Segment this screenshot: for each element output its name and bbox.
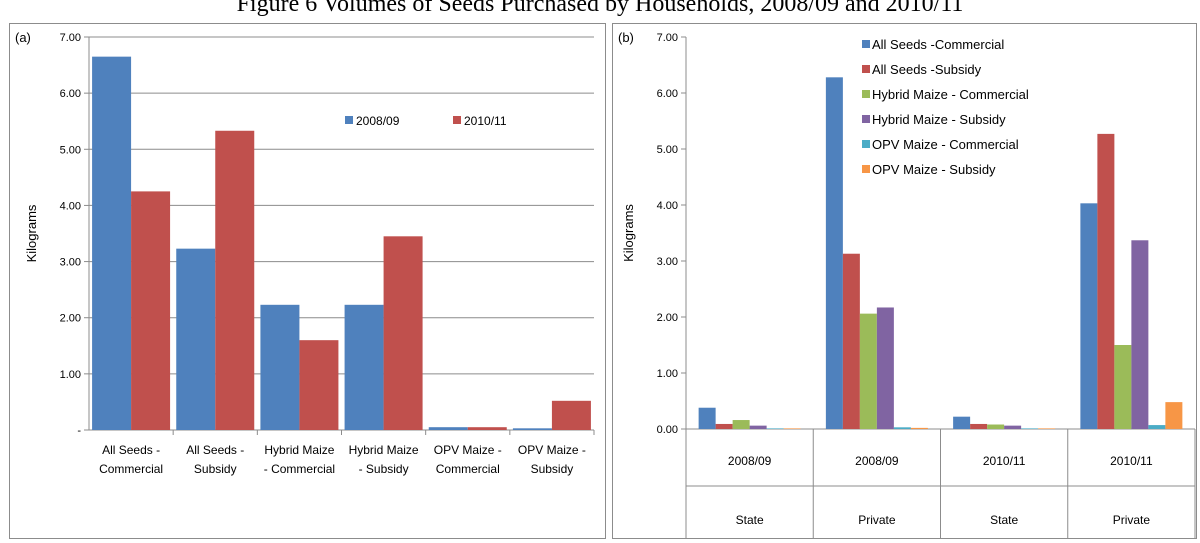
bar-series-6	[910, 427, 928, 429]
panel-label-a: (a)	[15, 30, 31, 45]
x-tick-label: Hybrid Maize	[264, 443, 334, 457]
y-tick-label: 0.00	[657, 424, 678, 436]
legend-swatch	[453, 116, 461, 124]
legend-label: Hybrid Maize - Subsidy	[872, 112, 1006, 127]
bar-series-1	[698, 407, 716, 429]
legend-swatch	[862, 90, 870, 98]
legend-label: All Seeds -Commercial	[872, 37, 1004, 52]
bar-series-5	[1148, 425, 1166, 429]
x-tick-label: 2008/09	[728, 454, 772, 468]
y-tick-label: 3.00	[60, 257, 81, 269]
bar-series-1	[825, 77, 843, 429]
bar-series-3	[732, 420, 750, 429]
bar-2008-09	[92, 56, 132, 431]
x-tick-label: All Seeds -	[186, 443, 244, 457]
x-group-label: Private	[1113, 513, 1151, 527]
bar-series-3	[859, 313, 877, 429]
bar-series-4	[1004, 425, 1022, 429]
y-tick-label: 7.00	[657, 32, 678, 44]
y-tick-label: 7.00	[60, 32, 81, 44]
y-tick-label: 2.00	[60, 313, 81, 325]
bar-series-2	[1097, 133, 1115, 429]
y-axis-label: Kilograms	[24, 204, 39, 262]
bar-series-3	[1114, 345, 1132, 429]
bar-series-4	[749, 425, 767, 429]
bar-2010-11	[467, 427, 507, 430]
x-tick-label: 2010/11	[1110, 454, 1153, 468]
bar-series-1	[1080, 203, 1098, 429]
chart-panel-a: (a) - 1.00 2.00 3.00 4.00 5.00 6.00 7.00 Kilogram…	[9, 23, 606, 539]
chart-b-svg: (b) 0.00 1.00 2.00 3.00 4.00 5.00 6.00 7.00 Kilog…	[618, 30, 1196, 538]
legend-swatch	[862, 140, 870, 148]
bar-series-2	[715, 423, 733, 429]
bar-series-6	[783, 428, 801, 429]
x-group-label: Private	[858, 513, 896, 527]
x-tick-label: Commercial	[99, 462, 163, 476]
x-group-label: State	[990, 513, 1018, 527]
bar-series-1	[953, 416, 971, 429]
y-tick-label: -	[77, 425, 81, 437]
chart-panel-b: (b) 0.00 1.00 2.00 3.00 4.00 5.00 6.00 7.00 Kilog…	[612, 23, 1197, 539]
bar-series-3	[987, 424, 1005, 429]
panel-label-b: (b)	[618, 30, 634, 45]
legend-label: Hybrid Maize - Commercial	[872, 87, 1029, 102]
y-tick-label: 5.00	[60, 144, 81, 156]
bar-2008-09	[428, 427, 468, 430]
bar-series-2	[842, 253, 860, 429]
y-tick-label: 6.00	[60, 88, 81, 100]
bar-2008-09	[344, 304, 384, 430]
bar-series-4	[1131, 240, 1149, 429]
y-tick-label: 5.00	[657, 144, 678, 156]
legend-label: 2010/11	[464, 114, 507, 128]
y-tick-label: 3.00	[657, 256, 678, 268]
x-tick-label: OPV Maize -	[518, 443, 586, 457]
y-tick-label: 6.00	[657, 88, 678, 100]
x-tick-label: All Seeds -	[102, 443, 160, 457]
bar-2010-11	[551, 400, 591, 430]
x-tick-label: 2008/09	[855, 454, 899, 468]
y-tick-label: 2.00	[657, 312, 678, 324]
bar-2010-11	[299, 340, 339, 430]
legend-swatch	[862, 40, 870, 48]
bar-series-5	[766, 428, 784, 429]
legend-swatch	[862, 65, 870, 73]
bar-series-5	[893, 427, 911, 429]
chart-a-svg: (a) - 1.00 2.00 3.00 4.00 5.00 6.00 7.00 Kilogram…	[15, 30, 595, 476]
bar-2010-11	[131, 191, 171, 430]
legend-label: All Seeds -Subsidy	[872, 62, 982, 77]
bar-series-6	[1038, 428, 1056, 429]
legend-label: 2008/09	[356, 114, 400, 128]
figure-title: Figure 6 Volumes of Seeds Purchased by H…	[236, 0, 964, 17]
bar-2010-11	[383, 236, 423, 430]
y-tick-label: 1.00	[657, 368, 678, 380]
bar-series-5	[1021, 428, 1039, 429]
bar-2008-09	[512, 428, 552, 430]
bar-2008-09	[176, 248, 216, 430]
x-tick-label: Commercial	[436, 462, 500, 476]
x-tick-label: 2010/11	[983, 454, 1026, 468]
y-tick-label: 4.00	[60, 200, 81, 212]
legend-label: OPV Maize - Commercial	[872, 137, 1019, 152]
x-tick-label: Subsidy	[194, 462, 237, 476]
legend-label: OPV Maize - Subsidy	[872, 162, 996, 177]
bar-series-4	[876, 307, 894, 429]
bar-2010-11	[215, 130, 255, 430]
bar-series-6	[1165, 402, 1183, 429]
y-tick-label: 1.00	[60, 369, 81, 381]
x-group-label: State	[736, 513, 764, 527]
legend-swatch	[862, 165, 870, 173]
x-tick-label: Hybrid Maize	[349, 443, 419, 457]
bar-2008-09	[260, 304, 300, 430]
legend-swatch	[862, 115, 870, 123]
x-tick-label: - Subsidy	[359, 462, 409, 476]
y-axis-label: Kilograms	[621, 204, 636, 262]
bar-series-2	[970, 423, 988, 429]
x-tick-label: Subsidy	[531, 462, 574, 476]
y-tick-label: 4.00	[657, 200, 678, 212]
x-tick-label: OPV Maize -	[434, 443, 502, 457]
legend-swatch	[345, 116, 353, 124]
x-tick-label: - Commercial	[264, 462, 335, 476]
